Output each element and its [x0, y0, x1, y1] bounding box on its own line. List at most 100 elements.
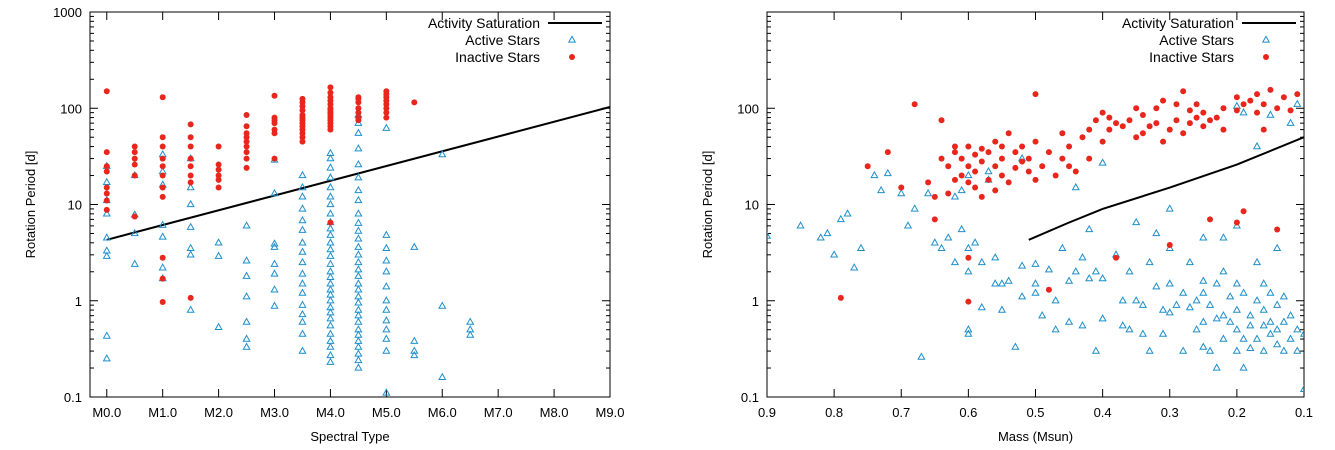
inactive-star-point — [1207, 117, 1214, 124]
inactive-star-point — [131, 213, 138, 220]
active-star-point — [1199, 342, 1208, 350]
inactive-star-point — [1247, 97, 1254, 104]
active-star-point — [354, 128, 363, 136]
active-star-point — [1138, 329, 1147, 337]
active-star-point — [326, 308, 335, 316]
active-star-point — [1246, 321, 1255, 329]
inactive-star-point — [159, 299, 166, 306]
active-star-point — [102, 354, 111, 362]
active-star-point — [1293, 99, 1302, 107]
inactive-star-point — [1153, 105, 1160, 112]
inactive-star-point — [159, 275, 166, 282]
inactive-star-point — [159, 193, 166, 200]
active-star-point — [326, 238, 335, 246]
active-star-point — [1165, 204, 1174, 212]
active-star-point — [298, 204, 307, 212]
plot-frame — [89, 11, 611, 398]
inactive-star-point — [1166, 126, 1173, 133]
inactive-star-point — [355, 109, 362, 116]
y-tick-label: 10 — [68, 198, 82, 213]
active-star-point — [1239, 363, 1248, 371]
active-star-point — [1232, 279, 1241, 287]
active-star-point — [326, 173, 335, 181]
active-star-point — [466, 317, 475, 325]
active-star-point — [242, 342, 251, 350]
active-star-point — [1165, 243, 1174, 252]
active-star-point — [130, 259, 139, 267]
active-star-point — [1199, 317, 1208, 325]
inactive-star-point — [187, 172, 194, 179]
inactive-star-point — [187, 134, 194, 141]
active-star-point — [1185, 302, 1194, 311]
inactive-star-point — [1119, 123, 1126, 130]
active-star-point — [830, 250, 839, 258]
activity-saturation-line — [1028, 136, 1304, 241]
active-star-point — [102, 246, 111, 254]
active-star-point — [1273, 300, 1282, 308]
active-star-point — [1293, 346, 1302, 354]
inactive-star-point — [1233, 94, 1240, 101]
inactive-star-point — [243, 155, 250, 162]
inactive-star-point — [972, 151, 979, 158]
legend-label: Active Stars — [1159, 32, 1234, 48]
active-star-point — [326, 199, 335, 208]
legend-triangle-swatch — [1261, 35, 1271, 43]
active-star-point — [270, 239, 279, 247]
inactive-star-point — [978, 193, 985, 200]
active-star-point — [964, 243, 973, 252]
x-tick-label: M2.0 — [204, 405, 233, 420]
active-star-point — [1286, 118, 1295, 126]
inactive-star-point — [355, 114, 362, 121]
inactive-star-point — [1126, 117, 1133, 124]
x-tick-label: M6.0 — [428, 405, 457, 420]
x-tick-label: M1.0 — [148, 405, 177, 420]
inactive-star-point — [215, 161, 222, 168]
inactive-star-point — [1012, 164, 1019, 171]
y-tick-label: 1000 — [53, 5, 82, 20]
active-star-point — [298, 170, 307, 179]
inactive-star-point — [1113, 120, 1120, 127]
active-star-point — [1199, 288, 1208, 296]
active-star-point — [354, 336, 363, 344]
active-star-point — [326, 259, 335, 267]
inactive-star-point — [1032, 176, 1039, 183]
active-star-point — [1071, 182, 1080, 191]
active-star-point — [354, 265, 363, 273]
inactive-star-point — [131, 149, 138, 156]
active-star-point — [1273, 243, 1282, 252]
active-star-point — [957, 224, 966, 233]
inactive-star-point — [1012, 149, 1019, 156]
active-star-point — [1011, 342, 1020, 350]
inactive-star-point — [355, 105, 362, 112]
inactive-star-point — [215, 176, 222, 183]
active-star-point — [856, 243, 866, 252]
active-star-point — [1078, 321, 1087, 329]
active-star-point — [158, 263, 167, 271]
active-star-point — [1085, 224, 1094, 233]
active-star-point — [382, 256, 391, 264]
inactive-star-point — [992, 187, 999, 194]
active-star-point — [944, 233, 953, 241]
inactive-star-point — [243, 123, 250, 130]
active-star-point — [242, 334, 251, 342]
active-star-point — [354, 305, 363, 313]
active-star-point — [242, 221, 251, 229]
active-star-point — [214, 251, 223, 259]
active-star-point — [242, 317, 251, 325]
active-star-point — [354, 257, 363, 266]
active-star-point — [1031, 259, 1040, 267]
active-star-point — [1299, 329, 1304, 337]
active-star-point — [382, 296, 391, 304]
inactive-star-point — [1213, 114, 1220, 121]
inactive-star-point — [837, 294, 844, 301]
legend-label: Inactive Stars — [1149, 49, 1234, 65]
active-star-point — [354, 349, 363, 357]
active-star-point — [1058, 243, 1067, 252]
active-star-point — [1239, 108, 1248, 116]
active-star-point — [984, 166, 993, 175]
inactive-star-point — [965, 163, 972, 170]
inactive-star-point — [972, 184, 979, 191]
active-star-point — [1212, 314, 1221, 322]
active-star-point — [1232, 305, 1241, 313]
